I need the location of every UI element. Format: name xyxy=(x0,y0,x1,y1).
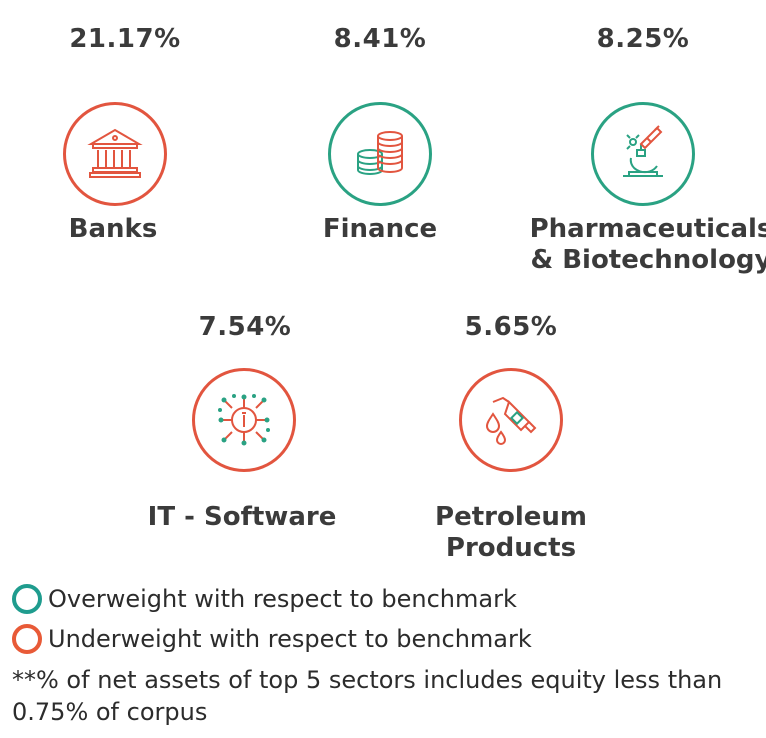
sector-name-line2: Products xyxy=(445,533,577,563)
sector-percentage: 5.65% xyxy=(464,312,558,342)
sector-name: IT - Software xyxy=(147,502,337,532)
sector-percentage: 8.25% xyxy=(596,24,690,54)
sector-finance: 8.41% Finance xyxy=(255,24,505,254)
sector-name: Banks xyxy=(68,214,158,244)
legend-overweight: Overweight with respect to benchmark xyxy=(12,584,517,614)
sector-percentage: 7.54% xyxy=(198,312,292,342)
sector-banks: 21.17% Banks xyxy=(0,24,250,254)
sector-name-line2: & Biotechnology xyxy=(530,245,766,275)
overweight-circle-icon xyxy=(12,584,42,614)
sector-pharmaceuticals: 8.25% Pharmaceuticals & Biotechnology xyxy=(518,24,766,284)
fuel-nozzle-icon xyxy=(459,368,563,472)
bank-icon xyxy=(63,102,167,206)
sector-percentage: 8.41% xyxy=(333,24,427,54)
underweight-circle-icon xyxy=(12,624,42,654)
coins-icon xyxy=(328,102,432,206)
legend-overweight-label: Overweight with respect to benchmark xyxy=(48,585,517,613)
sector-it-software: 7.54% IT - Software xyxy=(120,312,370,542)
footnote: **% of net assets of top 5 sectors inclu… xyxy=(12,666,723,726)
legend-underweight: Underweight with respect to benchmark xyxy=(12,624,532,654)
microscope-icon xyxy=(591,102,695,206)
legend-underweight-label: Underweight with respect to benchmark xyxy=(48,625,532,653)
sector-percentage: 21.17% xyxy=(69,24,181,54)
sector-petroleum: 5.65% Petroleum Products xyxy=(386,312,636,572)
chip-icon xyxy=(192,368,296,472)
sector-name: Finance xyxy=(322,214,438,244)
sector-name-line1: Petroleum xyxy=(435,502,587,532)
sector-name-line1: Pharmaceuticals xyxy=(529,214,766,244)
